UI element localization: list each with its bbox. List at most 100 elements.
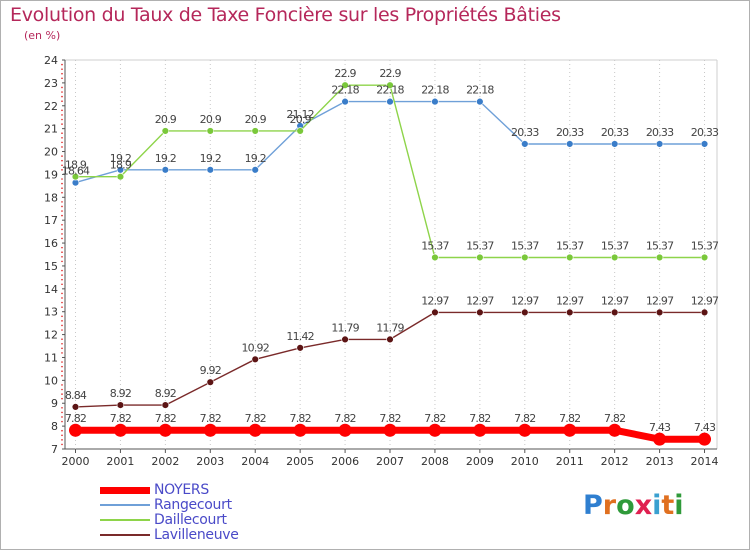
x-tick-label: 2002 bbox=[151, 455, 179, 468]
data-label-lavilleneuve: 12.97 bbox=[556, 294, 584, 307]
legend-swatch bbox=[100, 504, 150, 506]
data-label-rangecourt: 19.2 bbox=[200, 152, 221, 165]
y-minor-tick-dot bbox=[61, 68, 63, 70]
data-label-noyers: 7.82 bbox=[424, 412, 445, 425]
data-point-rangecourt bbox=[700, 140, 709, 148]
data-point-noyers bbox=[608, 423, 622, 437]
data-label-daillecourt: 15.37 bbox=[466, 239, 494, 252]
y-minor-tick-dot bbox=[61, 407, 63, 409]
logo-letter: t bbox=[661, 490, 675, 521]
data-label-rangecourt: 21.12 bbox=[286, 108, 314, 121]
y-minor-tick-dot bbox=[61, 329, 63, 331]
data-point-lavilleneuve bbox=[655, 308, 664, 317]
data-label-daillecourt: 18.9 bbox=[65, 159, 87, 172]
y-minor-tick-dot bbox=[61, 384, 63, 386]
data-label-noyers: 7.82 bbox=[290, 412, 311, 425]
x-tick-label: 2000 bbox=[62, 455, 90, 468]
y-minor-tick-dot bbox=[61, 169, 63, 171]
y-minor-tick-dot bbox=[61, 86, 63, 89]
data-label-daillecourt: 15.37 bbox=[691, 239, 719, 252]
y-minor-tick-dot bbox=[61, 283, 63, 286]
y-minor-tick-dot bbox=[61, 324, 63, 327]
data-label-daillecourt: 15.37 bbox=[556, 239, 584, 252]
data-label-noyers: 7.82 bbox=[155, 412, 176, 425]
y-tick-label: 8 bbox=[51, 420, 58, 433]
data-label-lavilleneuve: 12.97 bbox=[466, 294, 494, 307]
data-point-noyers bbox=[338, 423, 352, 437]
y-minor-tick-dot bbox=[61, 338, 63, 340]
y-tick-label: 12 bbox=[44, 329, 58, 342]
y-minor-tick-dot bbox=[61, 297, 63, 299]
data-label-noyers: 7.43 bbox=[649, 421, 671, 434]
legend-label: Lavilleneuve bbox=[154, 527, 239, 543]
y-tick-label: 7 bbox=[51, 443, 58, 456]
x-tick-label: 2004 bbox=[241, 455, 269, 468]
y-minor-tick-dot bbox=[61, 72, 63, 75]
legend-swatch bbox=[100, 486, 150, 494]
data-point-lavilleneuve bbox=[386, 335, 394, 344]
data-label-noyers: 7.82 bbox=[334, 412, 355, 425]
y-minor-tick-dot bbox=[61, 397, 63, 400]
y-minor-tick-dot bbox=[61, 114, 63, 116]
data-point-lavilleneuve bbox=[566, 308, 574, 317]
data-label-rangecourt: 20.33 bbox=[511, 126, 539, 139]
y-minor-tick-dot bbox=[61, 233, 63, 235]
data-label-daillecourt: 15.37 bbox=[421, 239, 449, 252]
data-label-daillecourt: 18.9 bbox=[110, 159, 132, 172]
data-label-rangecourt: 20.33 bbox=[556, 126, 584, 139]
x-tick-label: 2003 bbox=[196, 455, 224, 468]
legend-item-noyers: NOYERS bbox=[100, 482, 300, 498]
data-point-noyers bbox=[383, 423, 397, 437]
data-point-rangecourt bbox=[566, 140, 574, 148]
data-point-daillecourt bbox=[161, 127, 170, 135]
y-minor-tick-dot bbox=[61, 292, 63, 295]
data-label-noyers: 7.43 bbox=[694, 421, 716, 434]
y-minor-tick-dot bbox=[61, 146, 63, 148]
y-minor-tick-dot bbox=[61, 278, 63, 281]
data-label-noyers: 7.82 bbox=[110, 412, 131, 425]
data-point-lavilleneuve bbox=[700, 308, 709, 317]
legend-item-daillecourt: Daillecourt bbox=[100, 512, 300, 528]
data-point-lavilleneuve bbox=[610, 308, 619, 317]
data-label-lavilleneuve: 11.79 bbox=[376, 321, 404, 334]
y-minor-tick-dot bbox=[61, 100, 63, 102]
y-minor-tick-dot bbox=[61, 141, 63, 144]
x-tick-label: 2011 bbox=[556, 455, 584, 468]
logo-letter: i bbox=[674, 490, 684, 521]
y-minor-tick-dot bbox=[61, 352, 63, 354]
data-label-rangecourt: 22.18 bbox=[331, 84, 359, 97]
y-minor-tick-dot bbox=[61, 228, 63, 231]
x-tick-label: 2009 bbox=[466, 455, 494, 468]
data-label-daillecourt: 20.9 bbox=[200, 113, 222, 126]
y-minor-tick-dot bbox=[61, 274, 63, 276]
y-minor-tick-dot bbox=[61, 159, 63, 162]
y-minor-tick-dot bbox=[61, 370, 63, 373]
data-point-noyers bbox=[248, 423, 262, 437]
y-minor-tick-dot bbox=[61, 429, 63, 432]
data-point-daillecourt bbox=[476, 253, 484, 262]
data-point-daillecourt bbox=[566, 253, 574, 262]
legend-item-lavilleneuve: Lavilleneuve bbox=[100, 527, 300, 543]
data-label-rangecourt: 19.2 bbox=[155, 152, 176, 165]
y-tick-label: 16 bbox=[44, 237, 58, 250]
y-tick-label: 14 bbox=[44, 283, 58, 296]
data-point-rangecourt bbox=[521, 140, 529, 148]
data-label-lavilleneuve: 10.92 bbox=[241, 341, 269, 354]
x-tick-label: 2006 bbox=[331, 455, 359, 468]
data-label-noyers: 7.82 bbox=[604, 412, 625, 425]
data-label-rangecourt: 20.33 bbox=[646, 126, 674, 139]
y-minor-tick-dot bbox=[61, 178, 63, 180]
data-label-rangecourt: 19.2 bbox=[110, 152, 131, 165]
data-point-rangecourt bbox=[386, 97, 394, 106]
y-minor-tick-dot bbox=[61, 201, 63, 203]
y-tick-label: 24 bbox=[44, 54, 58, 67]
legend-label: Rangecourt bbox=[154, 497, 232, 513]
data-point-daillecourt bbox=[116, 173, 125, 181]
data-point-daillecourt bbox=[206, 127, 214, 135]
data-label-rangecourt: 19.2 bbox=[245, 152, 266, 165]
y-minor-tick-dot bbox=[61, 77, 63, 80]
x-tick-label: 2012 bbox=[601, 455, 629, 468]
y-minor-tick-dot bbox=[61, 95, 63, 98]
data-point-rangecourt bbox=[161, 166, 170, 174]
proxiti-logo: Proxiti bbox=[583, 490, 684, 521]
